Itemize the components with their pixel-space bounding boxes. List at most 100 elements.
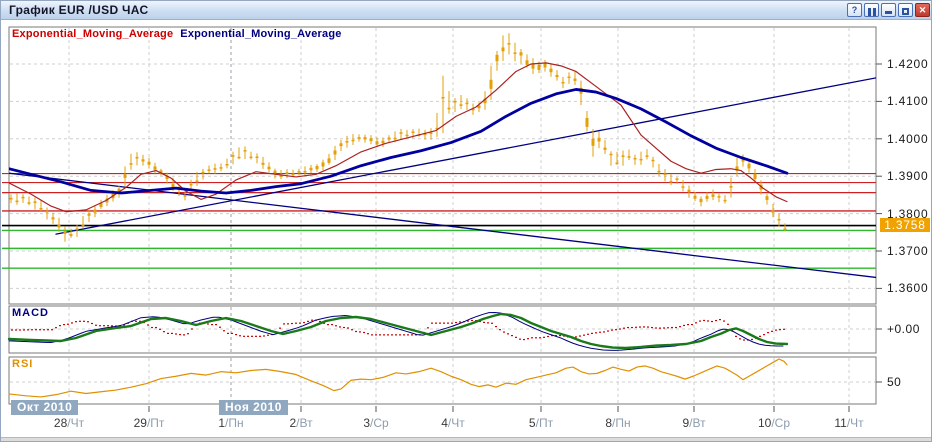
maximize-button[interactable] bbox=[898, 3, 913, 17]
candle bbox=[225, 158, 229, 169]
candle bbox=[315, 164, 319, 172]
candle bbox=[195, 171, 199, 186]
candle bbox=[15, 193, 19, 205]
date-axis-label: 5/Пт bbox=[528, 416, 554, 430]
candle bbox=[387, 135, 391, 143]
rsi-level-label: 50 bbox=[887, 375, 902, 389]
candle bbox=[723, 195, 727, 204]
maximize-icon bbox=[902, 7, 909, 15]
candle bbox=[333, 145, 337, 160]
ema-slow-line bbox=[9, 88, 789, 195]
candle bbox=[585, 110, 589, 132]
candle bbox=[531, 58, 535, 74]
candle bbox=[567, 72, 571, 84]
candle bbox=[771, 203, 775, 218]
date-axis-label: 28/Чт bbox=[53, 416, 85, 430]
candle bbox=[645, 149, 649, 160]
candle bbox=[441, 75, 445, 134]
candle bbox=[27, 196, 31, 206]
candle bbox=[69, 228, 73, 238]
candle bbox=[663, 168, 667, 182]
candle bbox=[165, 172, 169, 184]
candle bbox=[363, 134, 367, 143]
price-axis-label: 1.4200 bbox=[887, 57, 929, 71]
candle bbox=[753, 169, 757, 182]
candle bbox=[399, 128, 403, 139]
candle bbox=[93, 206, 97, 218]
candle bbox=[153, 162, 157, 174]
price-axis-label: 1.3600 bbox=[887, 281, 929, 296]
price-axis-label: 1.3800 bbox=[887, 206, 929, 221]
price-axis-label: 1.3700 bbox=[887, 244, 929, 258]
candle bbox=[627, 149, 631, 161]
candle bbox=[255, 153, 259, 164]
date-axis-label: 11/Чт bbox=[834, 416, 864, 430]
pause-icon bbox=[865, 7, 878, 16]
date-axis-label: 1/Пн bbox=[218, 416, 244, 430]
candle bbox=[351, 133, 355, 146]
candle bbox=[87, 209, 91, 223]
price-axis-label: 1.3900 bbox=[887, 169, 929, 184]
main-panel-frame bbox=[8, 26, 877, 305]
candle bbox=[495, 51, 499, 71]
ema-fast-line bbox=[9, 62, 788, 213]
candle bbox=[159, 168, 163, 176]
candle bbox=[381, 137, 385, 148]
candle bbox=[693, 191, 697, 202]
date-axis-label: 9/Вт bbox=[682, 416, 706, 430]
candle bbox=[465, 98, 469, 111]
candle bbox=[183, 189, 187, 201]
current-price-badge: 1.3758 bbox=[880, 218, 930, 232]
macd-signal-line bbox=[7, 312, 789, 350]
pause-button[interactable] bbox=[864, 3, 879, 17]
date-axis-label: 8/Пн bbox=[605, 416, 631, 430]
titlebar[interactable]: График EUR /USD ЧАС ? ✕ bbox=[1, 1, 931, 20]
date-axis-label: 4/Чт bbox=[441, 416, 465, 430]
minimize-icon bbox=[885, 11, 892, 14]
candle bbox=[735, 157, 739, 176]
ema-slow-legend-label: Exponential_Moving_Average bbox=[180, 28, 342, 40]
candle bbox=[375, 137, 379, 148]
candle bbox=[447, 91, 451, 114]
candle bbox=[507, 33, 511, 55]
candle bbox=[513, 42, 517, 62]
close-button[interactable]: ✕ bbox=[915, 3, 930, 17]
candle bbox=[615, 151, 619, 165]
candle bbox=[603, 140, 607, 154]
window-buttons: ? ✕ bbox=[847, 3, 930, 17]
candle bbox=[309, 164, 313, 174]
candle bbox=[57, 217, 61, 232]
candle bbox=[63, 226, 67, 242]
candle bbox=[33, 197, 37, 210]
candle bbox=[549, 63, 553, 77]
candle bbox=[273, 168, 277, 179]
candle bbox=[561, 76, 565, 89]
candle bbox=[81, 216, 85, 229]
candle bbox=[231, 151, 235, 165]
candle bbox=[129, 153, 133, 170]
candle bbox=[261, 156, 265, 169]
help-button[interactable]: ? bbox=[847, 3, 862, 17]
candle bbox=[657, 163, 661, 176]
candle bbox=[777, 213, 781, 227]
candle bbox=[21, 194, 25, 203]
minimize-button[interactable] bbox=[881, 3, 896, 17]
candle bbox=[405, 129, 409, 138]
candle bbox=[687, 185, 691, 198]
candle bbox=[339, 139, 343, 151]
candle bbox=[435, 112, 439, 137]
candle bbox=[345, 135, 349, 148]
rsi-panel-label: RSI bbox=[12, 358, 34, 370]
candle bbox=[699, 196, 703, 207]
candle bbox=[717, 193, 721, 203]
candle bbox=[135, 152, 139, 166]
candle bbox=[429, 128, 433, 140]
date-axis-label: 3/Ср bbox=[363, 416, 389, 430]
price-axis-label: 1.4000 bbox=[887, 131, 929, 146]
candle bbox=[609, 151, 613, 166]
candle bbox=[543, 59, 547, 72]
date-axis-label: 29/Пт bbox=[133, 416, 165, 430]
candle bbox=[369, 135, 373, 145]
